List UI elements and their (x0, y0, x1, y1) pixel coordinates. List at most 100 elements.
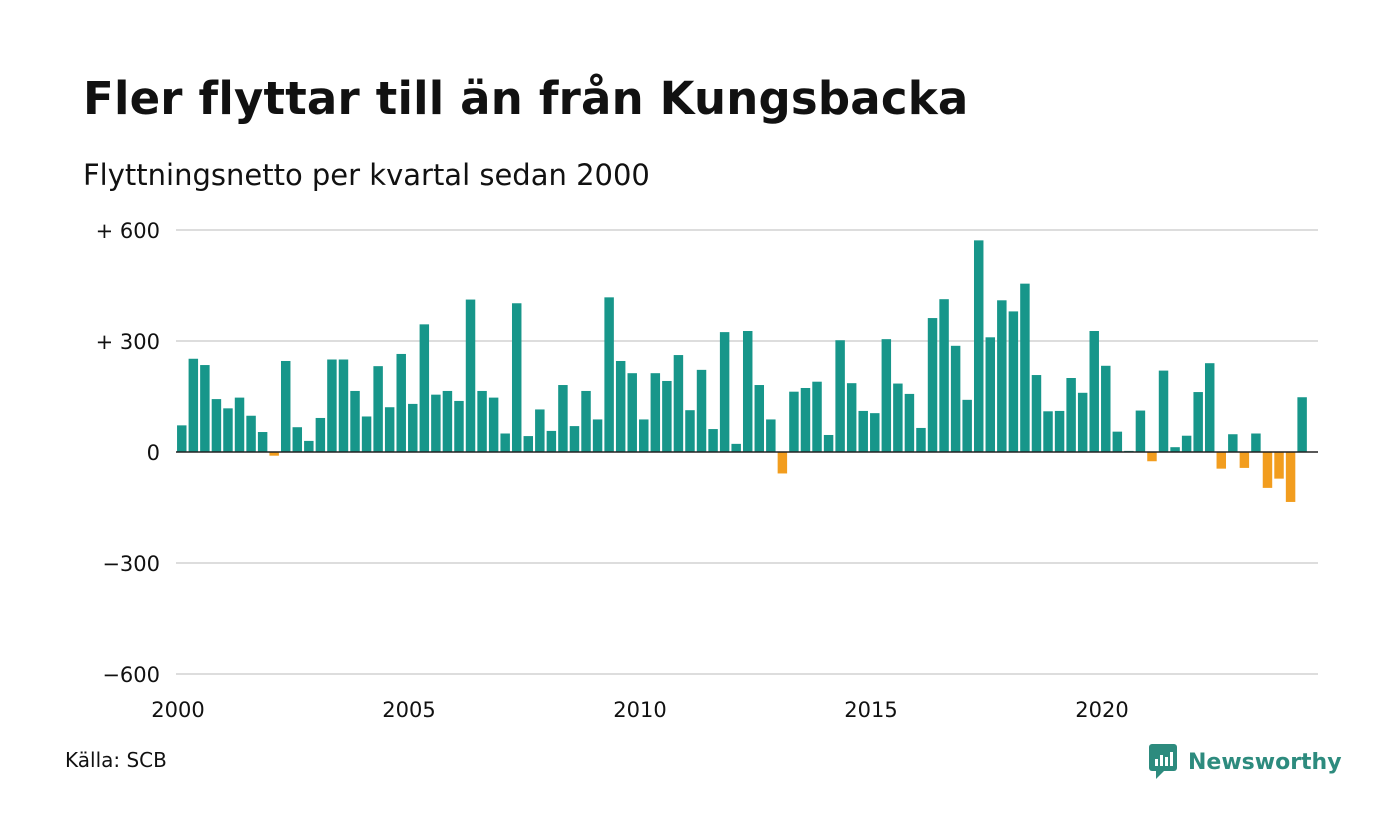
bar (893, 383, 903, 452)
bar (927, 318, 938, 452)
bar (211, 399, 222, 452)
bars (177, 240, 1307, 502)
bar (304, 440, 314, 452)
bar (292, 427, 303, 452)
x-tick-label: 2005 (382, 698, 435, 722)
bar (477, 390, 487, 452)
bar (685, 410, 695, 452)
chart-title: Fler flyttar till än från Kungsbacka (83, 72, 969, 125)
bar (1112, 431, 1123, 452)
bar (1101, 365, 1111, 452)
bar-chart: + 600 + 300 0 −300 −600 2000 2005 2010 2015 2020 (96, 219, 1318, 722)
bar (1170, 447, 1180, 452)
bar (1066, 378, 1076, 452)
y-tick-label: −600 (102, 663, 160, 687)
x-tick-label: 2020 (1075, 698, 1128, 722)
bar (1054, 410, 1065, 452)
bar (1031, 375, 1042, 452)
brand-name: Newsworthy (1188, 749, 1342, 775)
bar (939, 299, 949, 452)
bar (419, 324, 430, 452)
bar (465, 299, 476, 452)
bar (327, 359, 337, 452)
bar (754, 385, 765, 452)
bar (870, 413, 880, 452)
bar (1204, 363, 1215, 452)
bar (789, 391, 799, 452)
bar (985, 337, 996, 452)
bar (373, 366, 383, 452)
bar (442, 390, 453, 452)
bar (581, 390, 591, 452)
bar (1193, 392, 1203, 452)
bar (500, 433, 510, 452)
bar (615, 360, 626, 452)
bar (731, 443, 741, 452)
y-tick-label: + 300 (96, 330, 160, 354)
bar (315, 417, 326, 452)
bar (650, 373, 661, 452)
bar (1239, 452, 1250, 468)
bar (950, 345, 961, 452)
bar (777, 452, 788, 474)
bar (1181, 435, 1192, 452)
bar (454, 400, 464, 452)
bar (800, 387, 811, 452)
bar (604, 297, 614, 452)
bar (708, 429, 718, 452)
bar (627, 373, 637, 452)
bar (696, 369, 707, 452)
bar (223, 408, 233, 452)
bar (1043, 411, 1053, 452)
bar (1077, 392, 1088, 452)
y-tick-label: −300 (102, 552, 160, 576)
bar (431, 394, 441, 452)
bar (719, 332, 730, 452)
bar (200, 365, 210, 452)
bar (511, 303, 522, 452)
bar (350, 390, 360, 452)
bar (1251, 433, 1261, 452)
x-tick-label: 2000 (151, 698, 204, 722)
bar (535, 409, 545, 452)
bar (384, 407, 395, 452)
bar (846, 383, 857, 452)
bar (523, 436, 534, 452)
bar (1285, 452, 1296, 502)
bar (812, 381, 822, 452)
bar (280, 360, 291, 452)
grid-lines (176, 229, 1318, 675)
bar (1274, 452, 1284, 479)
bar (188, 358, 199, 452)
bar (904, 393, 915, 452)
bar (408, 403, 418, 452)
x-tick-label: 2015 (844, 698, 897, 722)
bar (673, 355, 684, 452)
bar (997, 300, 1007, 452)
axes: + 600 + 300 0 −300 −600 2000 2005 2010 2015 2020 (96, 219, 1318, 722)
bar (835, 340, 845, 452)
bar (177, 425, 187, 452)
bar (962, 399, 972, 452)
bar (1216, 452, 1227, 469)
bar (546, 430, 557, 452)
bar (1135, 410, 1146, 452)
brand-logo: Newsworthy (1148, 742, 1342, 782)
bar (766, 419, 776, 452)
bar (1158, 370, 1169, 452)
newsworthy-logo-icon (1149, 744, 1177, 779)
bar (823, 434, 834, 452)
bar (569, 426, 580, 452)
y-tick-label: + 600 (96, 219, 160, 243)
bar (916, 427, 926, 452)
bar (742, 331, 753, 452)
bar (234, 397, 245, 452)
bar (488, 397, 499, 452)
bar (858, 410, 868, 452)
bar (361, 416, 372, 452)
bar (1262, 452, 1273, 488)
bar (1089, 331, 1099, 452)
x-tick-label: 2010 (613, 698, 666, 722)
y-tick-label: 0 (147, 441, 160, 465)
bar (396, 353, 406, 452)
